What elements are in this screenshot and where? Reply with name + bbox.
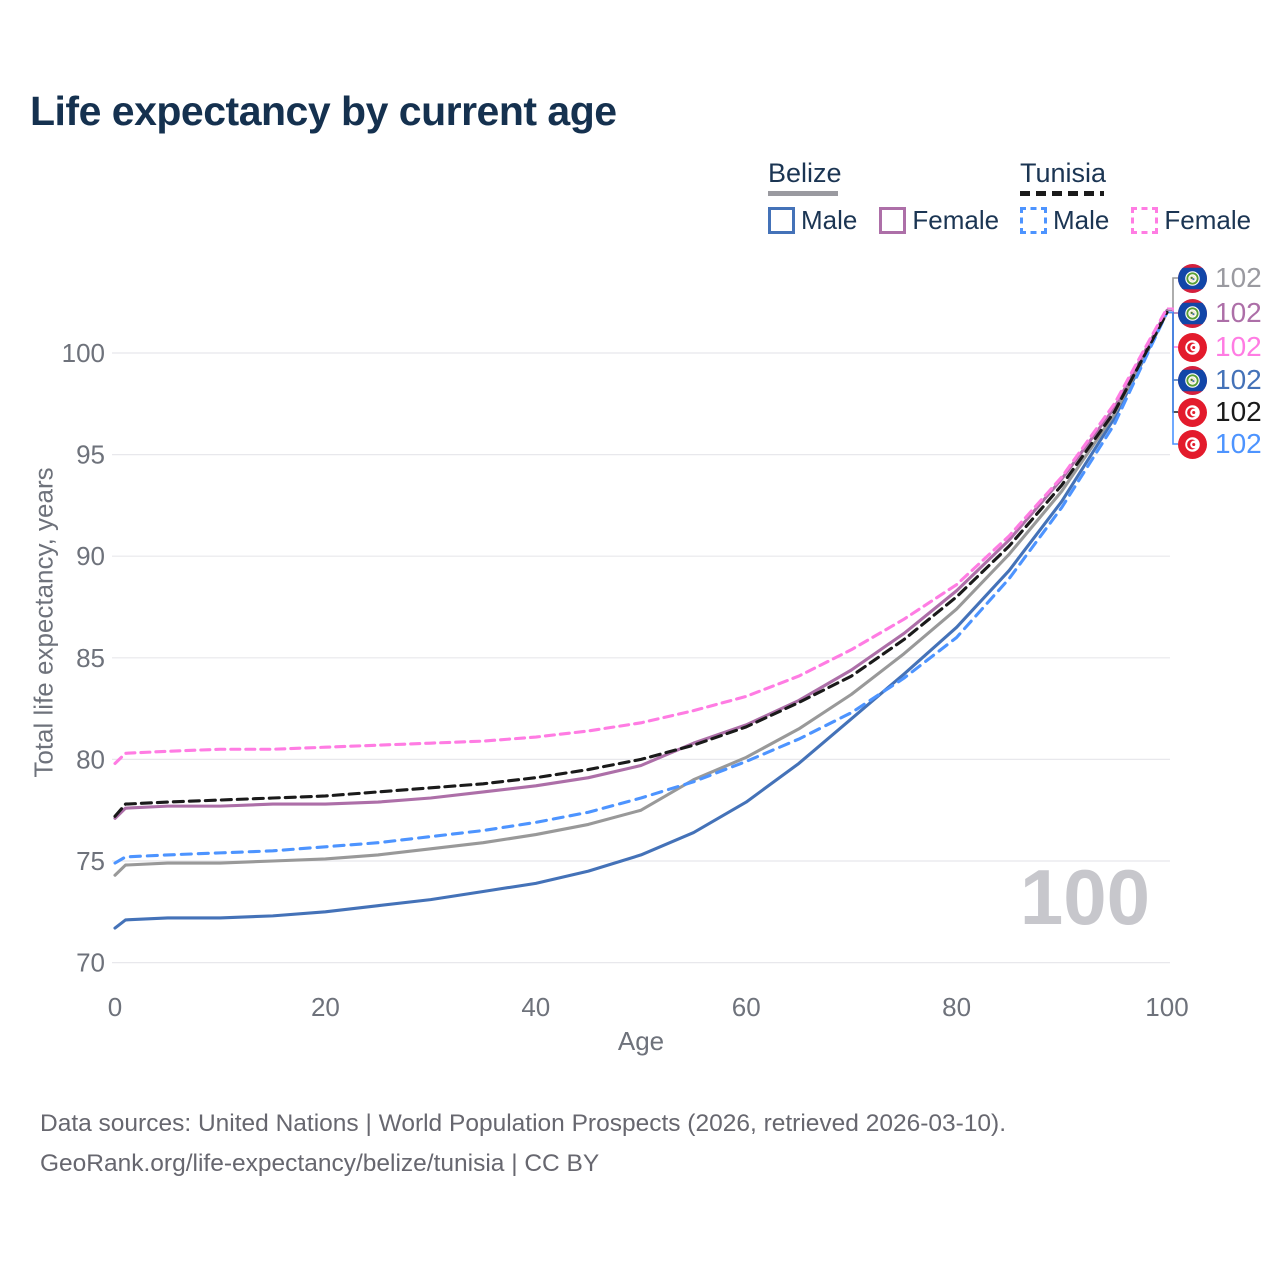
footer: Data sources: United Nations | World Pop… [40,1104,1006,1184]
legend-swatch-icon [879,207,907,234]
legend-group-belize: Belize Male Female [768,158,999,236]
x-tick-0: 0 [108,992,122,1022]
end-label-row: 102 [1178,397,1262,427]
chart-legend: Belize Male Female Tunisia Male Female [768,158,1268,238]
end-label-row: 102 [1178,298,1262,328]
page-title: Life expectancy by current age [30,88,617,134]
footer-source-line: Data sources: United Nations | World Pop… [40,1110,1007,1137]
legend-item-belize-female[interactable]: Female [879,205,999,236]
tunisia-flag-icon [1178,397,1207,427]
legend-item-label: Female [912,205,1000,235]
series-line-belize-male[interactable] [113,310,1169,930]
end-label-value: 102 [1215,364,1262,395]
series-line-tunisia-both-sexes[interactable] [113,310,1169,818]
y-tick-70: 70 [76,948,105,978]
end-label-value: 102 [1215,297,1262,328]
footer-url-line: GeoRank.org/life-expectancy/belize/tunis… [40,1150,600,1177]
series-line-tunisia-female[interactable] [113,306,1169,766]
legend-item-belize-male[interactable]: Male [768,205,857,236]
belize-flag-icon [1178,366,1207,395]
series-line-belize-both-sexes[interactable] [113,310,1169,877]
end-label-value: 102 [1215,262,1262,293]
legend-item-label: Female [1164,205,1252,235]
end-label-value: 102 [1215,396,1262,427]
x-tick-80: 80 [942,992,971,1022]
x-tick-100: 100 [1145,992,1188,1022]
tunisia-flag-icon [1178,429,1207,459]
legend-country-linestyle-solid [768,191,838,196]
axis-ticks: 70 75 80 85 90 95 100 0 20 40 60 80 100 [62,338,1189,1022]
legend-item-tunisia-male[interactable]: Male [1020,205,1109,236]
x-tick-60: 60 [732,992,761,1022]
gridlines [112,352,1170,964]
x-axis-title: Age [618,1026,664,1056]
y-tick-85: 85 [76,643,105,673]
legend-item-tunisia-female[interactable]: Female [1131,205,1251,236]
legend-swatch-icon [1131,207,1159,234]
age-watermark: 100 [1019,853,1150,941]
x-tick-40: 40 [521,992,550,1022]
legend-item-label: Male [801,205,858,235]
legend-item-label: Male [1053,205,1110,235]
series-line-belize-female[interactable] [113,308,1169,820]
belize-flag-icon [1178,299,1207,328]
y-tick-80: 80 [76,744,105,774]
belize-flag-icon [1178,264,1207,293]
legend-group-tunisia: Tunisia Male Female [1020,158,1251,236]
y-tick-75: 75 [76,846,105,876]
end-label-connector [1167,311,1178,445]
end-label-value: 102 [1215,331,1262,362]
legend-swatch-icon [768,207,795,234]
data-series [113,306,1169,930]
legend-swatch-icon [1020,207,1047,234]
y-tick-95: 95 [76,440,105,470]
end-label-connector [1167,277,1178,314]
y-axis-title: Total life expectancy, years [28,467,59,778]
legend-country-label[interactable]: Belize [768,158,842,188]
y-tick-90: 90 [76,541,105,571]
end-label-row: 102 [1178,263,1262,293]
x-tick-20: 20 [311,992,340,1022]
legend-country-linestyle-dashed [1020,191,1104,196]
y-tick-100: 100 [62,338,105,368]
end-label-row: 102 [1178,429,1262,459]
end-label-row: 102 [1178,332,1262,362]
end-label-value: 102 [1215,428,1262,459]
legend-country-label[interactable]: Tunisia [1020,158,1107,188]
series-line-tunisia-male[interactable] [113,310,1169,865]
end-label-connectors [1167,277,1178,445]
end-label-row: 102 [1178,365,1262,395]
tunisia-flag-icon [1178,332,1207,362]
